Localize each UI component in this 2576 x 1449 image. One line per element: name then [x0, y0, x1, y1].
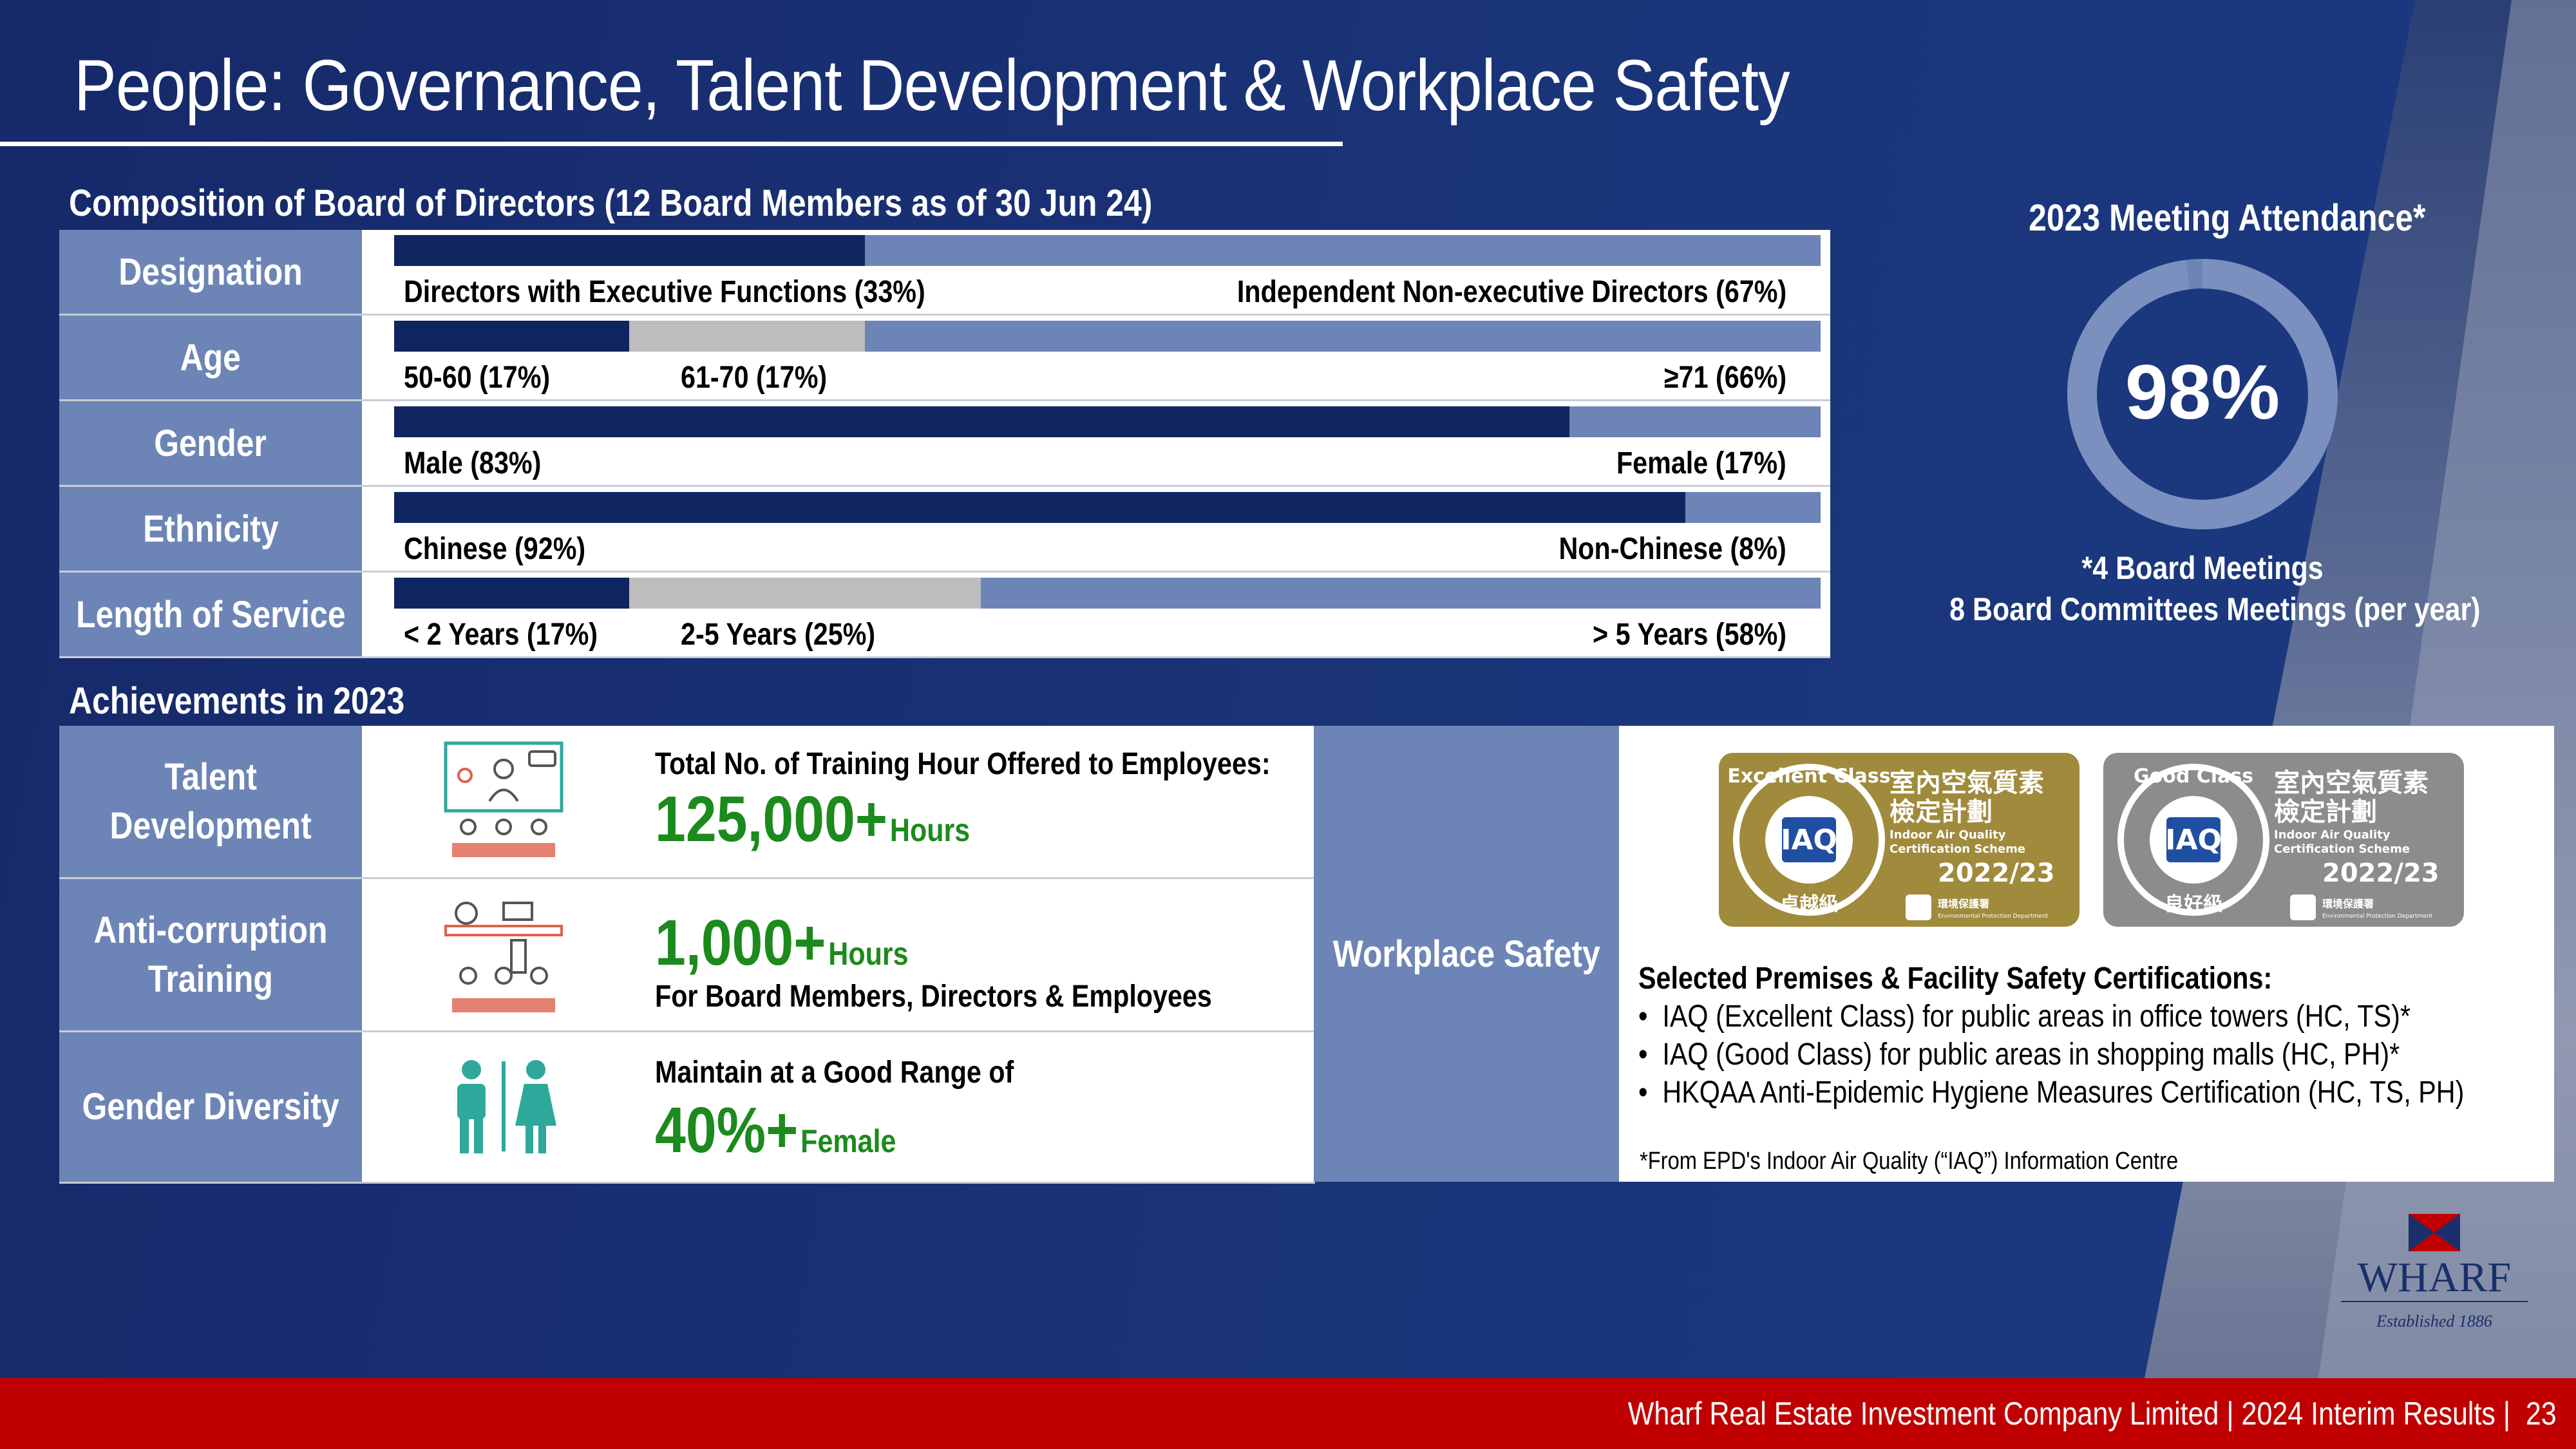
- gender-icon: [457, 1060, 556, 1153]
- row-label: Length of Service: [59, 573, 362, 656]
- bar-segment-61-70: [629, 321, 865, 352]
- svg-text:室內空氣質素: 室內空氣質素: [1889, 768, 2044, 798]
- talent-caption: Total No. of Training Hour Offered to Em…: [655, 747, 1271, 781]
- certification-item: • IAQ (Excellent Class) for public areas…: [1638, 999, 2410, 1034]
- title-underline: [0, 142, 1343, 146]
- segment-label: < 2 Years (17%): [404, 618, 598, 652]
- segment-label: > 5 Years (58%): [1592, 618, 1786, 652]
- page-number: 23: [2526, 1396, 2557, 1432]
- footer-bar: Wharf Real Estate Investment Company Lim…: [0, 1378, 2576, 1449]
- certification-footnote: *From EPD's Indoor Air Quality (“IAQ”) I…: [1640, 1148, 2179, 1175]
- svg-text:檢定計劃: 檢定計劃: [1889, 797, 1993, 827]
- attendance-donut: [2067, 259, 2338, 529]
- svg-text:Environmental Protection Depar: Environmental Protection Department: [1938, 913, 2049, 920]
- svg-text:Environmental Protection Depar: Environmental Protection Department: [2322, 913, 2433, 920]
- segment-label: 61-70 (17%): [681, 361, 828, 395]
- composition-row-age: Age 50-60 (17%) 61-70 (17%) ≥71 (66%): [59, 316, 1830, 401]
- svg-text:IAQ: IAQ: [1781, 824, 1837, 857]
- composition-heading: Composition of Board of Directors (12 Bo…: [69, 182, 1153, 224]
- svg-text:WHARF: WHARF: [2358, 1254, 2511, 1301]
- attendance-note: *4 Board Meetings 8 Board Committees Mee…: [1949, 550, 2481, 627]
- attendance-heading: 2023 Meeting Attendance*: [2029, 197, 2426, 239]
- svg-text:Certification Scheme: Certification Scheme: [2274, 842, 2410, 856]
- segment-label: Independent Non-executive Directors (67%…: [1236, 275, 1786, 309]
- row-label: Age: [59, 316, 362, 399]
- svg-text:2022/23: 2022/23: [2322, 858, 2439, 888]
- svg-text:IAQ: IAQ: [2165, 824, 2222, 857]
- bar-segment-under-2: [394, 578, 629, 609]
- segment-label: 2-5 Years (25%): [681, 618, 876, 652]
- svg-text:Excellent Class: Excellent Class: [1727, 765, 1890, 788]
- svg-text:檢定計劃: 檢定計劃: [2274, 797, 2377, 827]
- svg-text:Established 1886: Established 1886: [2376, 1312, 2492, 1331]
- segment-label: Chinese (92%): [404, 532, 586, 566]
- achievement-row-anticorruption: Anti-corruption Training 1,000+ Hours For…: [59, 879, 1315, 1032]
- gender-caption: Maintain at a Good Range of: [655, 1056, 1014, 1090]
- row-label: Ethnicity: [59, 487, 362, 571]
- footer-text: Wharf Real Estate Investment Company Lim…: [1628, 1396, 2557, 1432]
- attendance-value: 98%: [2125, 349, 2280, 435]
- composition-row-service: Length of Service < 2 Years (17%) 2-5 Ye…: [59, 573, 1830, 658]
- row-label: Gender Diversity: [59, 1032, 362, 1182]
- donut-value-arc: [2067, 259, 2338, 529]
- bar-segment-71-plus: [865, 321, 1821, 352]
- row-label: Gender: [59, 401, 362, 485]
- gender-figure: 40%+ Female: [655, 1094, 896, 1166]
- certification-item: • HKQAA Anti-Epidemic Hygiene Measures C…: [1638, 1075, 2465, 1110]
- talent-figure: 125,000+ Hours: [655, 783, 971, 855]
- svg-text:環境保護署: 環境保護署: [2322, 898, 2374, 910]
- certification-item: • IAQ (Good Class) for public areas in s…: [1638, 1037, 2400, 1072]
- achievement-row-gender: Gender Diversity Maintain at a Good Rang…: [59, 1032, 1315, 1184]
- bar-segment-chinese: [394, 492, 1685, 523]
- svg-text:Good Class: Good Class: [2134, 765, 2253, 788]
- composition-row-gender: Gender Male (83%) Female (17%): [59, 401, 1830, 487]
- anticorruption-figure: 1,000+ Hours: [655, 907, 909, 979]
- composition-row-ethnicity: Ethnicity Chinese (92%) Non-Chinese (8%): [59, 487, 1830, 573]
- achievements-heading: Achievements in 2023: [69, 680, 405, 722]
- segment-label: 50-60 (17%): [404, 361, 551, 395]
- segment-label: Male (83%): [404, 446, 542, 480]
- iaq-good-emblem: IAQ Good Class 良好級 室內空氣質素 檢定計劃 Indoor Ai…: [2117, 764, 2439, 920]
- gavel-icon: [444, 902, 563, 1012]
- bar-segment-50-60: [394, 321, 629, 352]
- page-title: People: Governance, Talent Development &…: [74, 45, 1790, 126]
- segment-label: Female (17%): [1616, 446, 1786, 480]
- wharf-flag-icon: WHARF Established 1886: [2341, 1214, 2528, 1331]
- iaq-excellent-badge: IAQ Excellent Class 卓越級 室內空氣質素 檢定計劃 Indo…: [1719, 753, 2079, 927]
- svg-text:環境保護署: 環境保護署: [1938, 898, 1989, 910]
- bar-segment-female: [1569, 406, 1821, 437]
- row-label: Anti-corruption Training: [59, 879, 362, 1030]
- anticorruption-caption: For Board Members, Directors & Employees: [655, 980, 1212, 1014]
- bar-segment-executive: [394, 235, 865, 266]
- composition-row-designation: Designation Directors with Executive Fun…: [59, 230, 1830, 316]
- svg-text:Certification Scheme: Certification Scheme: [1889, 842, 2025, 856]
- certification-heading: Selected Premises & Facility Safety Cert…: [1638, 961, 2273, 996]
- workplace-safety-panel: IAQ Excellent Class 卓越級 室內空氣質素 檢定計劃 Indo…: [1619, 726, 2554, 1182]
- bar-segment-male: [394, 406, 1569, 437]
- board-composition-table: Designation Directors with Executive Fun…: [59, 230, 1830, 658]
- svg-text:2022/23: 2022/23: [1938, 858, 2055, 888]
- bar-segment-non-chinese: [1685, 492, 1821, 523]
- svg-text:室內空氣質素: 室內空氣質素: [2274, 768, 2429, 798]
- achievement-row-talent: Talent Development Total No. of Training …: [59, 726, 1315, 879]
- bar-segment-2-5: [629, 578, 981, 609]
- segment-label: Directors with Executive Functions (33%): [404, 275, 925, 309]
- row-label: Designation: [59, 230, 362, 314]
- segment-label: Non-Chinese (8%): [1558, 532, 1786, 566]
- svg-text:卓越級: 卓越級: [1780, 893, 1838, 916]
- row-label: Talent Development: [59, 726, 362, 877]
- segment-label: ≥71 (66%): [1663, 361, 1786, 395]
- svg-text:Indoor Air Quality: Indoor Air Quality: [2274, 828, 2391, 842]
- workplace-safety-label: Workplace Safety: [1314, 726, 1619, 1182]
- svg-text:Indoor Air Quality: Indoor Air Quality: [1889, 828, 2006, 842]
- iaq-excellent-emblem: IAQ Excellent Class 卓越級 室內空氣質素 檢定計劃 Indo…: [1727, 764, 2055, 920]
- svg-text:良好級: 良好級: [2164, 893, 2222, 916]
- training-icon: [444, 741, 564, 857]
- iaq-good-badge: IAQ Good Class 良好級 室內空氣質素 檢定計劃 Indoor Ai…: [2103, 753, 2464, 927]
- wharf-logo: WHARF Established 1886: [2334, 1208, 2534, 1336]
- certification-list: Selected Premises & Facility Safety Cert…: [1638, 961, 2540, 1110]
- bar-segment-over-5: [981, 578, 1821, 609]
- bar-segment-independent: [865, 235, 1821, 266]
